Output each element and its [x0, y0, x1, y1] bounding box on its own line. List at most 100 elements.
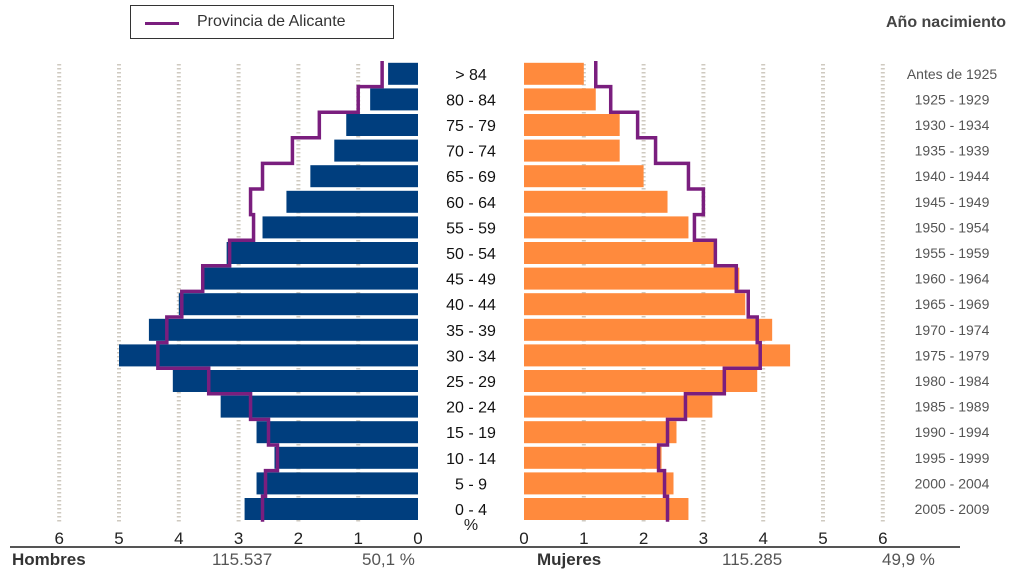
bar-women-11 — [524, 344, 791, 367]
birth-year-label-2: 1930 - 1934 — [915, 117, 990, 133]
age-label-8: 45 - 49 — [446, 272, 496, 289]
bar-men-9 — [178, 293, 418, 316]
x-tick-right-1: 1 — [579, 529, 588, 548]
age-label-12: 25 - 29 — [446, 374, 496, 391]
age-label-5: 60 - 64 — [446, 195, 496, 212]
age-label-6: 55 - 59 — [446, 220, 496, 237]
birth-year-label-15: 1995 - 1999 — [915, 450, 990, 466]
x-tick-right-2: 2 — [639, 529, 648, 548]
province-line-women — [594, 61, 762, 522]
bar-women-13 — [524, 395, 713, 418]
age-label-15: 10 - 14 — [446, 451, 496, 468]
x-tick-left-6: 0 — [413, 529, 422, 548]
x-tick-right-0: 0 — [519, 529, 528, 548]
birth-year-label-5: 1945 - 1949 — [915, 194, 990, 210]
women-total: 115.285 — [722, 550, 783, 569]
bar-men-7 — [226, 242, 418, 264]
axis-unit-label: % — [464, 517, 478, 534]
birth-year-label-14: 1990 - 1994 — [915, 424, 990, 440]
x-tick-left-2: 4 — [174, 529, 183, 548]
birth-year-label-12: 1980 - 1984 — [915, 373, 990, 389]
bar-women-17 — [524, 498, 689, 520]
bar-women-1 — [524, 88, 596, 111]
bar-women-4 — [524, 165, 644, 188]
bar-men-0 — [388, 62, 418, 85]
bar-men-12 — [172, 370, 418, 392]
bar-women-6 — [524, 216, 689, 239]
men-percent: 50,1 % — [362, 550, 415, 569]
birth-year-label-11: 1975 - 1979 — [915, 347, 990, 363]
age-label-7: 50 - 54 — [446, 246, 496, 263]
birth-year-label-13: 1985 - 1989 — [915, 399, 990, 415]
bar-women-0 — [524, 62, 584, 85]
bar-men-2 — [346, 114, 418, 136]
bar-women-9 — [524, 293, 746, 316]
age-label-13: 20 - 24 — [446, 400, 496, 417]
birth-year-label-10: 1970 - 1974 — [915, 322, 990, 338]
legend-line-swatch — [145, 22, 179, 25]
birth-year-label-8: 1960 - 1964 — [915, 271, 990, 287]
x-tick-left-5: 1 — [353, 529, 362, 548]
birth-year-label-16: 2000 - 2004 — [915, 475, 990, 491]
women-label: Mujeres — [537, 550, 602, 569]
province-line-men — [156, 61, 384, 522]
age-label-17: 0 - 4 — [455, 502, 487, 519]
bar-men-10 — [148, 318, 418, 341]
age-label-11: 30 - 34 — [446, 348, 496, 365]
legend: Provincia de Alicante — [130, 5, 394, 39]
x-tick-left-1: 5 — [114, 529, 123, 548]
bar-women-15 — [524, 446, 662, 469]
bar-men-11 — [119, 344, 418, 367]
birth-year-label-17: 2005 - 2009 — [915, 501, 990, 517]
women-percent: 49,9 % — [882, 550, 935, 569]
bar-women-12 — [524, 370, 758, 392]
birth-year-label-0: Antes de 1925 — [907, 66, 998, 82]
birth-year-label-3: 1935 - 1939 — [915, 143, 990, 159]
bar-women-3 — [524, 139, 620, 162]
legend-label: Provincia de Alicante — [197, 13, 346, 30]
bar-men-16 — [256, 472, 418, 495]
birth-year-label-7: 1955 - 1959 — [915, 245, 990, 261]
x-tick-right-5: 5 — [818, 529, 827, 548]
x-tick-left-3: 3 — [234, 529, 243, 548]
birth-year-label-9: 1965 - 1969 — [915, 296, 990, 312]
age-label-10: 35 - 39 — [446, 323, 496, 340]
x-tick-right-6: 6 — [878, 529, 887, 548]
bar-men-17 — [244, 498, 418, 520]
bar-men-5 — [286, 190, 418, 213]
age-label-9: 40 - 44 — [446, 297, 496, 314]
age-label-3: 70 - 74 — [446, 144, 496, 161]
age-label-16: 5 - 9 — [455, 476, 487, 493]
age-label-4: 65 - 69 — [446, 169, 496, 186]
bar-women-7 — [524, 242, 716, 264]
bar-men-8 — [202, 267, 418, 290]
bar-women-8 — [524, 267, 740, 290]
x-tick-left-4: 2 — [294, 529, 303, 548]
birth-year-label-6: 1950 - 1954 — [915, 219, 990, 235]
bar-men-1 — [370, 88, 418, 111]
x-tick-left-0: 6 — [54, 529, 63, 548]
age-label-14: 15 - 19 — [446, 425, 496, 442]
birth-year-label-4: 1940 - 1944 — [915, 168, 990, 184]
bar-women-5 — [524, 190, 668, 213]
x-tick-right-4: 4 — [758, 529, 767, 548]
bar-women-16 — [524, 472, 674, 495]
age-label-1: 80 - 84 — [446, 92, 496, 109]
bar-men-15 — [274, 446, 418, 469]
bar-men-6 — [262, 216, 418, 239]
bar-women-14 — [524, 421, 677, 444]
men-total: 115.537 — [212, 550, 273, 569]
bar-men-3 — [334, 139, 418, 162]
bar-women-2 — [524, 114, 620, 136]
age-label-0: > 84 — [455, 67, 487, 84]
bar-women-10 — [524, 318, 773, 341]
age-label-2: 75 - 79 — [446, 118, 496, 135]
birth-year-header: Año nacimiento — [885, 14, 1006, 31]
birth-year-label-1: 1925 - 1929 — [915, 91, 990, 107]
bar-men-4 — [310, 165, 418, 188]
x-tick-right-3: 3 — [699, 529, 708, 548]
men-label: Hombres — [12, 550, 86, 569]
bar-men-13 — [220, 395, 418, 418]
bar-men-14 — [256, 421, 418, 444]
